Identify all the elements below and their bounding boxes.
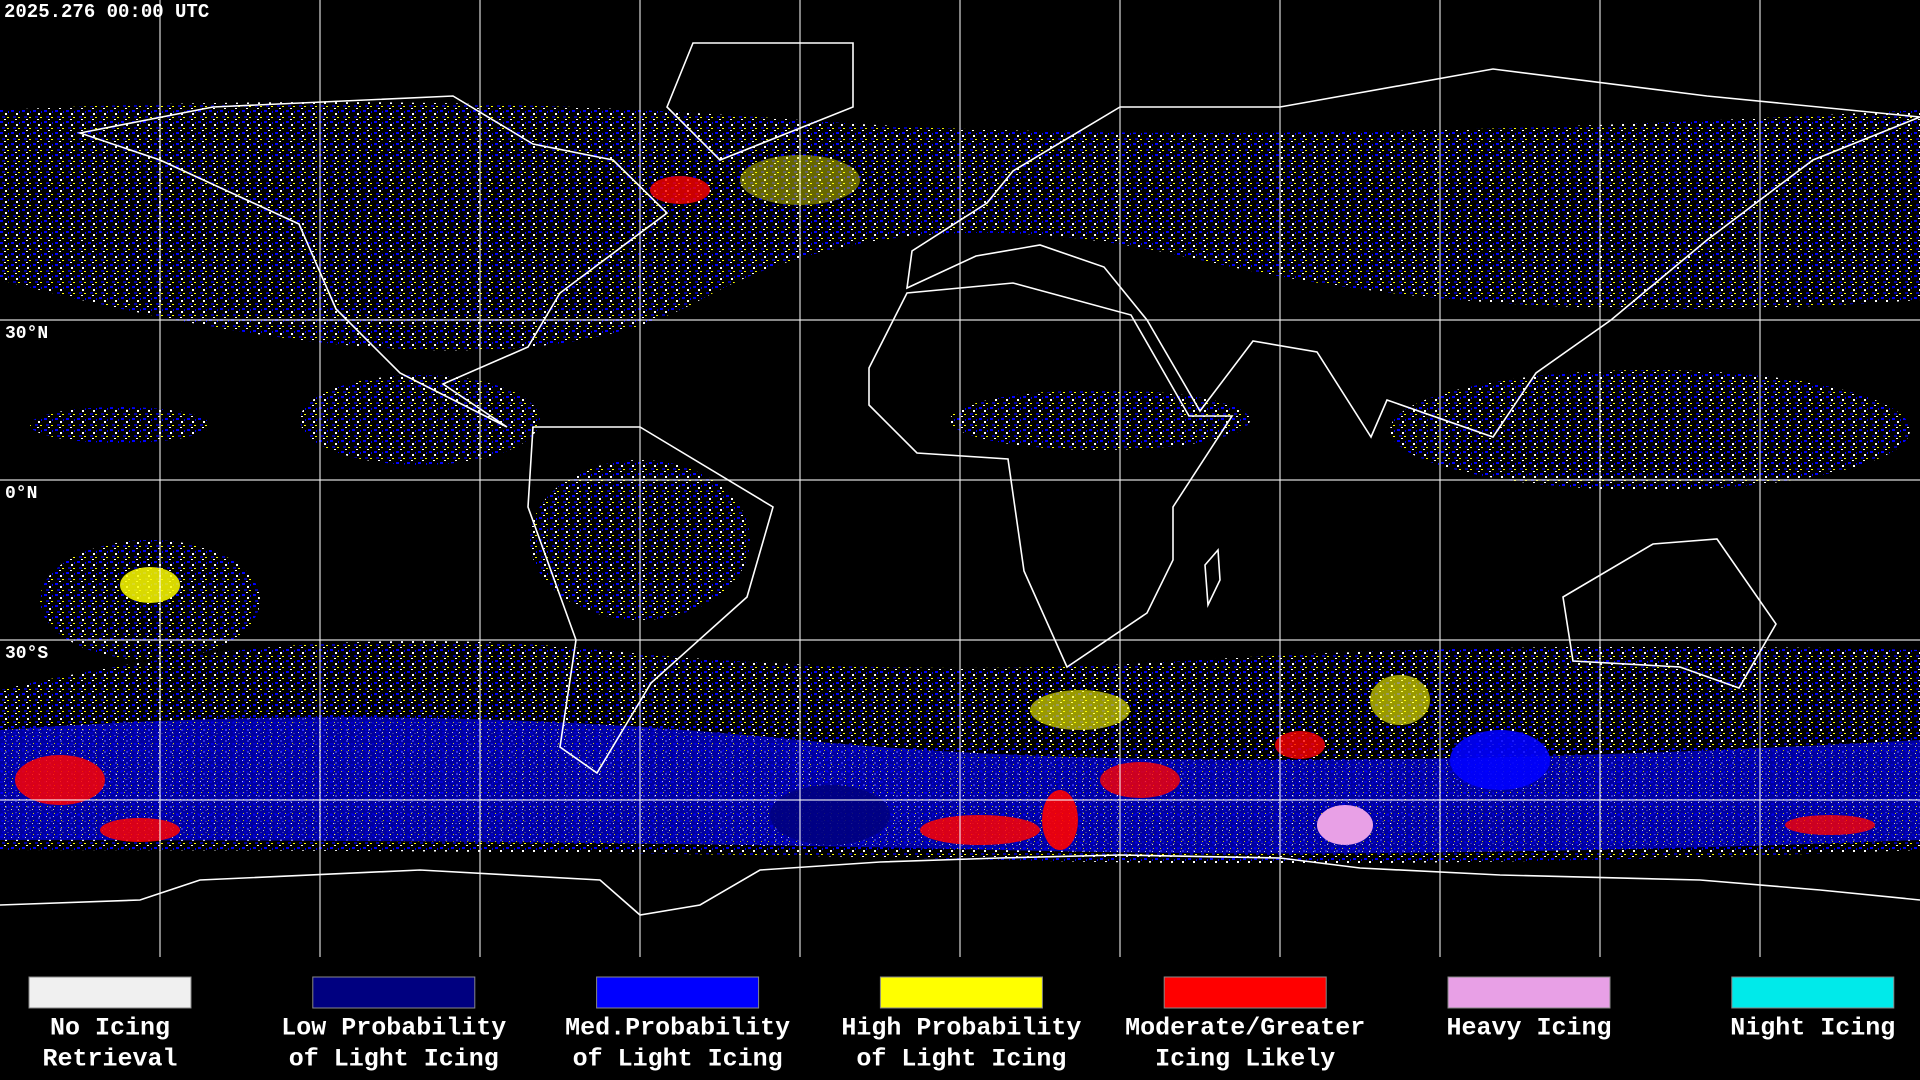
legend-label: Night Icing xyxy=(1730,1014,1895,1043)
legend-swatch xyxy=(1447,976,1611,1009)
graticule xyxy=(0,0,1920,957)
legend-swatch xyxy=(1731,976,1895,1009)
legend-swatch xyxy=(28,976,192,1009)
legend-label: Retrieval xyxy=(42,1045,177,1074)
legend-label: Med.Probability xyxy=(565,1014,790,1043)
latitude-label: 30°N xyxy=(5,324,48,344)
timestamp: 2025.276 00:00 UTC xyxy=(4,1,209,23)
legend-label: Icing Likely xyxy=(1155,1045,1335,1074)
legend-swatch xyxy=(596,976,760,1009)
legend-label: High Probability xyxy=(841,1014,1081,1043)
legend-swatch xyxy=(312,976,476,1009)
latitude-label: 30°S xyxy=(5,644,48,664)
legend-label: Moderate/Greater xyxy=(1125,1014,1365,1043)
legend-swatch xyxy=(1163,976,1327,1009)
legend-label: of Light Icing xyxy=(856,1045,1066,1074)
latitude-label: 0°N xyxy=(5,484,37,504)
legend-label: of Light Icing xyxy=(573,1045,783,1074)
legend-swatch xyxy=(879,976,1043,1009)
legend-label: Heavy Icing xyxy=(1446,1014,1611,1043)
legend-label: of Light Icing xyxy=(289,1045,499,1074)
legend-label: No Icing xyxy=(50,1014,170,1043)
legend-label: Low Probability xyxy=(281,1014,506,1043)
